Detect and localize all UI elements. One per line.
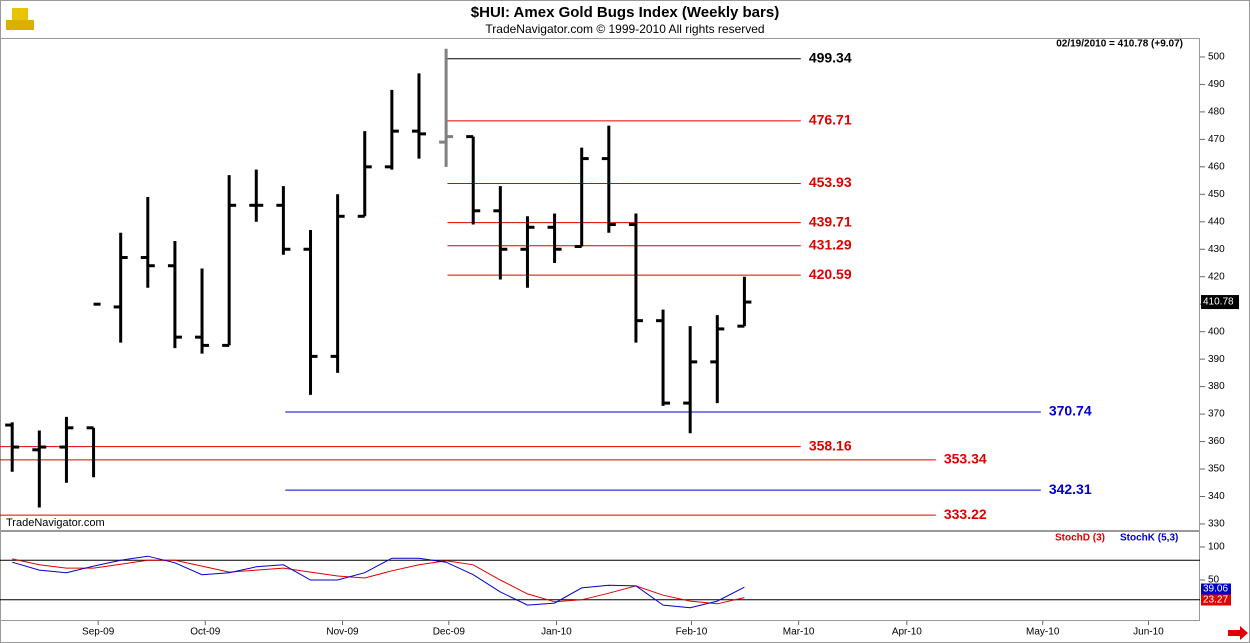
price-tag-label: 410.78 — [1203, 297, 1234, 308]
x-tick-label: Nov-09 — [326, 627, 359, 638]
y-tick-label: 440 — [1208, 216, 1225, 227]
x-tick-label: Jan-10 — [541, 627, 572, 638]
value-tag — [1201, 583, 1231, 595]
level-label: 453.93 — [809, 174, 852, 190]
y-tick-label: 420 — [1208, 271, 1225, 282]
level-label: 353.34 — [944, 451, 987, 467]
value-tag-label: 39.06 — [1203, 584, 1228, 595]
y-tick-label: 480 — [1208, 107, 1225, 118]
y-tick-label: 390 — [1208, 354, 1225, 365]
x-tick-label: Mar-10 — [783, 627, 815, 638]
x-tick-label: May-10 — [1026, 627, 1060, 638]
chart-title: $HUI: Amex Gold Bugs Index (Weekly bars) — [471, 4, 779, 21]
level-label: 499.34 — [809, 49, 852, 65]
x-tick-label: Apr-10 — [892, 627, 922, 638]
stoch-line — [12, 558, 745, 605]
x-tick-label: Oct-09 — [190, 627, 220, 638]
stoch-panel — [0, 531, 1200, 621]
y-tick-label: 370 — [1208, 409, 1225, 420]
logo — [6, 8, 34, 30]
level-label: 431.29 — [809, 236, 852, 252]
y-tick-label: 100 — [1208, 542, 1225, 553]
y-tick-label: 470 — [1208, 134, 1225, 145]
y-tick-label: 360 — [1208, 436, 1225, 447]
y-tick-label: 380 — [1208, 381, 1225, 392]
level-label: 333.22 — [944, 506, 987, 522]
price-panel — [0, 38, 1200, 531]
price-tag — [1201, 295, 1239, 310]
y-tick-label: 500 — [1208, 52, 1225, 63]
value-tag — [1201, 594, 1231, 606]
value-tag-label: 23.27 — [1203, 595, 1228, 606]
level-label: 476.71 — [809, 112, 852, 128]
scroll-arrow[interactable] — [1228, 626, 1248, 640]
y-tick-label: 350 — [1208, 464, 1225, 475]
level-label: 358.16 — [809, 437, 852, 453]
chart-subtitle: TradeNavigator.com © 1999-2010 All right… — [485, 22, 764, 36]
level-label: 370.74 — [1049, 403, 1092, 419]
x-tick-label: Feb-10 — [676, 627, 708, 638]
status: 02/19/2010 = 410.78 (+9.07) — [1056, 39, 1183, 50]
y-tick-label: 340 — [1208, 491, 1225, 502]
y-tick-label: 490 — [1208, 79, 1225, 90]
legend-label: StochK (5,3) — [1120, 533, 1178, 544]
y-tick-label: 50 — [1208, 575, 1220, 586]
y-tick-label: 430 — [1208, 244, 1225, 255]
stoch-line — [12, 555, 745, 609]
legend-label: StochD (3) — [1055, 533, 1105, 544]
x-tick-label: Jun-10 — [1133, 627, 1164, 638]
y-tick-label: 400 — [1208, 326, 1225, 337]
level-label: 420.59 — [809, 266, 852, 282]
level-label: 342.31 — [1049, 481, 1092, 497]
watermark: TradeNavigator.com — [6, 517, 105, 529]
y-tick-label: 330 — [1208, 519, 1225, 530]
x-tick-label: Sep-09 — [82, 627, 115, 638]
y-tick-label: 460 — [1208, 161, 1225, 172]
x-tick-label: Dec-09 — [433, 627, 466, 638]
level-label: 439.71 — [809, 213, 852, 229]
y-tick-label: 450 — [1208, 189, 1225, 200]
